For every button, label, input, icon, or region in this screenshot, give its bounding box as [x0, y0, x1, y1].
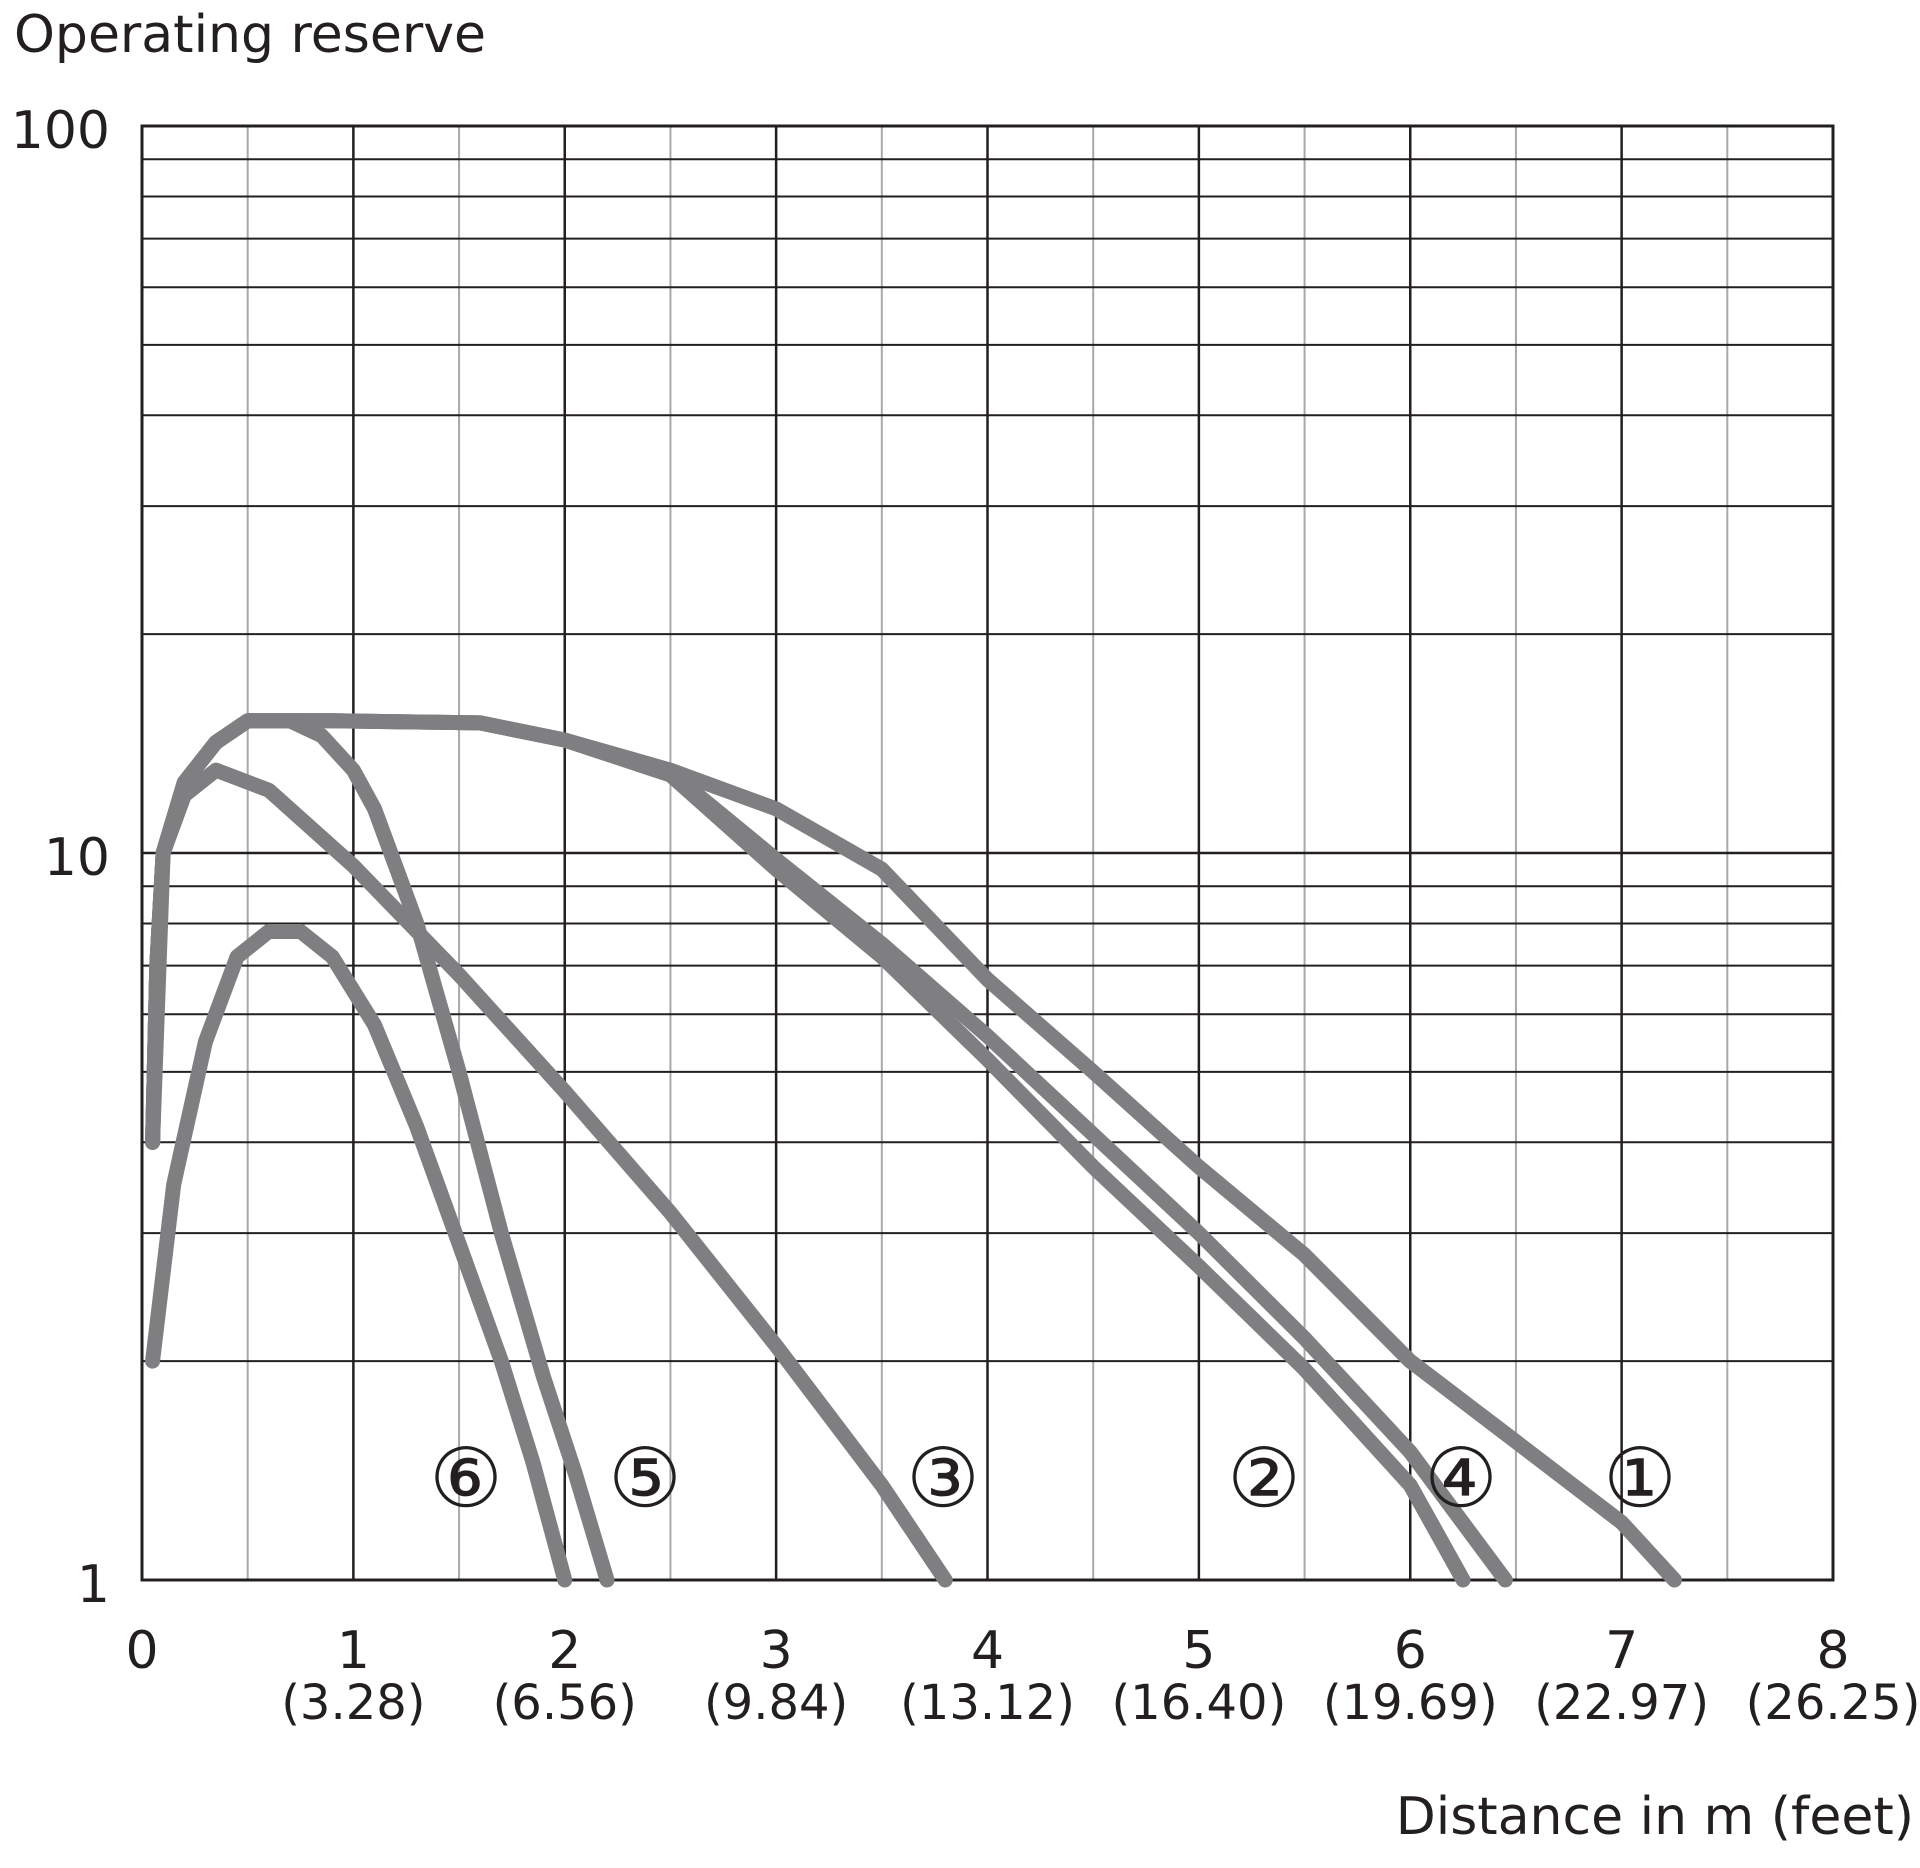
x-tick-sublabel: (9.84) — [704, 1675, 848, 1731]
y-tick-label: 100 — [11, 101, 110, 161]
x-tick-label: 8 — [1816, 1621, 1849, 1681]
x-tick-sublabel: (3.28) — [281, 1675, 425, 1731]
x-tick-sublabel: (26.25) — [1746, 1675, 1920, 1731]
y-tick-label: 1 — [77, 1555, 110, 1615]
x-tick-label: 2 — [548, 1621, 581, 1681]
x-tick-sublabel: (16.40) — [1111, 1675, 1286, 1731]
x-tick-label: 7 — [1605, 1621, 1638, 1681]
curve — [145, 923, 573, 1588]
x-tick-label: 3 — [760, 1621, 793, 1681]
chart-title: Operating reserve — [14, 5, 486, 65]
plot-frame — [140, 124, 1835, 1582]
x-tick-label: 4 — [971, 1621, 1004, 1681]
x-axis-label: Distance in m (feet) — [1396, 1787, 1914, 1847]
x-tick-sublabel: (19.69) — [1323, 1675, 1498, 1731]
curve-label: ⑤ — [608, 1431, 682, 1526]
curve-label: ⑥ — [429, 1431, 503, 1526]
curve-label: ④ — [1424, 1431, 1498, 1526]
x-tick-sublabel: (13.12) — [900, 1675, 1075, 1731]
x-tick-label: 1 — [337, 1621, 370, 1681]
x-tick-label: 5 — [1182, 1621, 1215, 1681]
x-tick-sublabel: (22.97) — [1534, 1675, 1709, 1731]
curve-label: ③ — [906, 1431, 980, 1526]
x-tick-label: 6 — [1394, 1621, 1427, 1681]
y-tick-label: 10 — [44, 828, 110, 888]
curve — [145, 713, 1513, 1588]
curve-label: ② — [1227, 1431, 1301, 1526]
curve — [145, 713, 615, 1588]
x-tick-label: 0 — [125, 1621, 158, 1681]
x-tick-sublabel: (6.56) — [493, 1675, 637, 1731]
curve-label: ① — [1603, 1431, 1677, 1526]
